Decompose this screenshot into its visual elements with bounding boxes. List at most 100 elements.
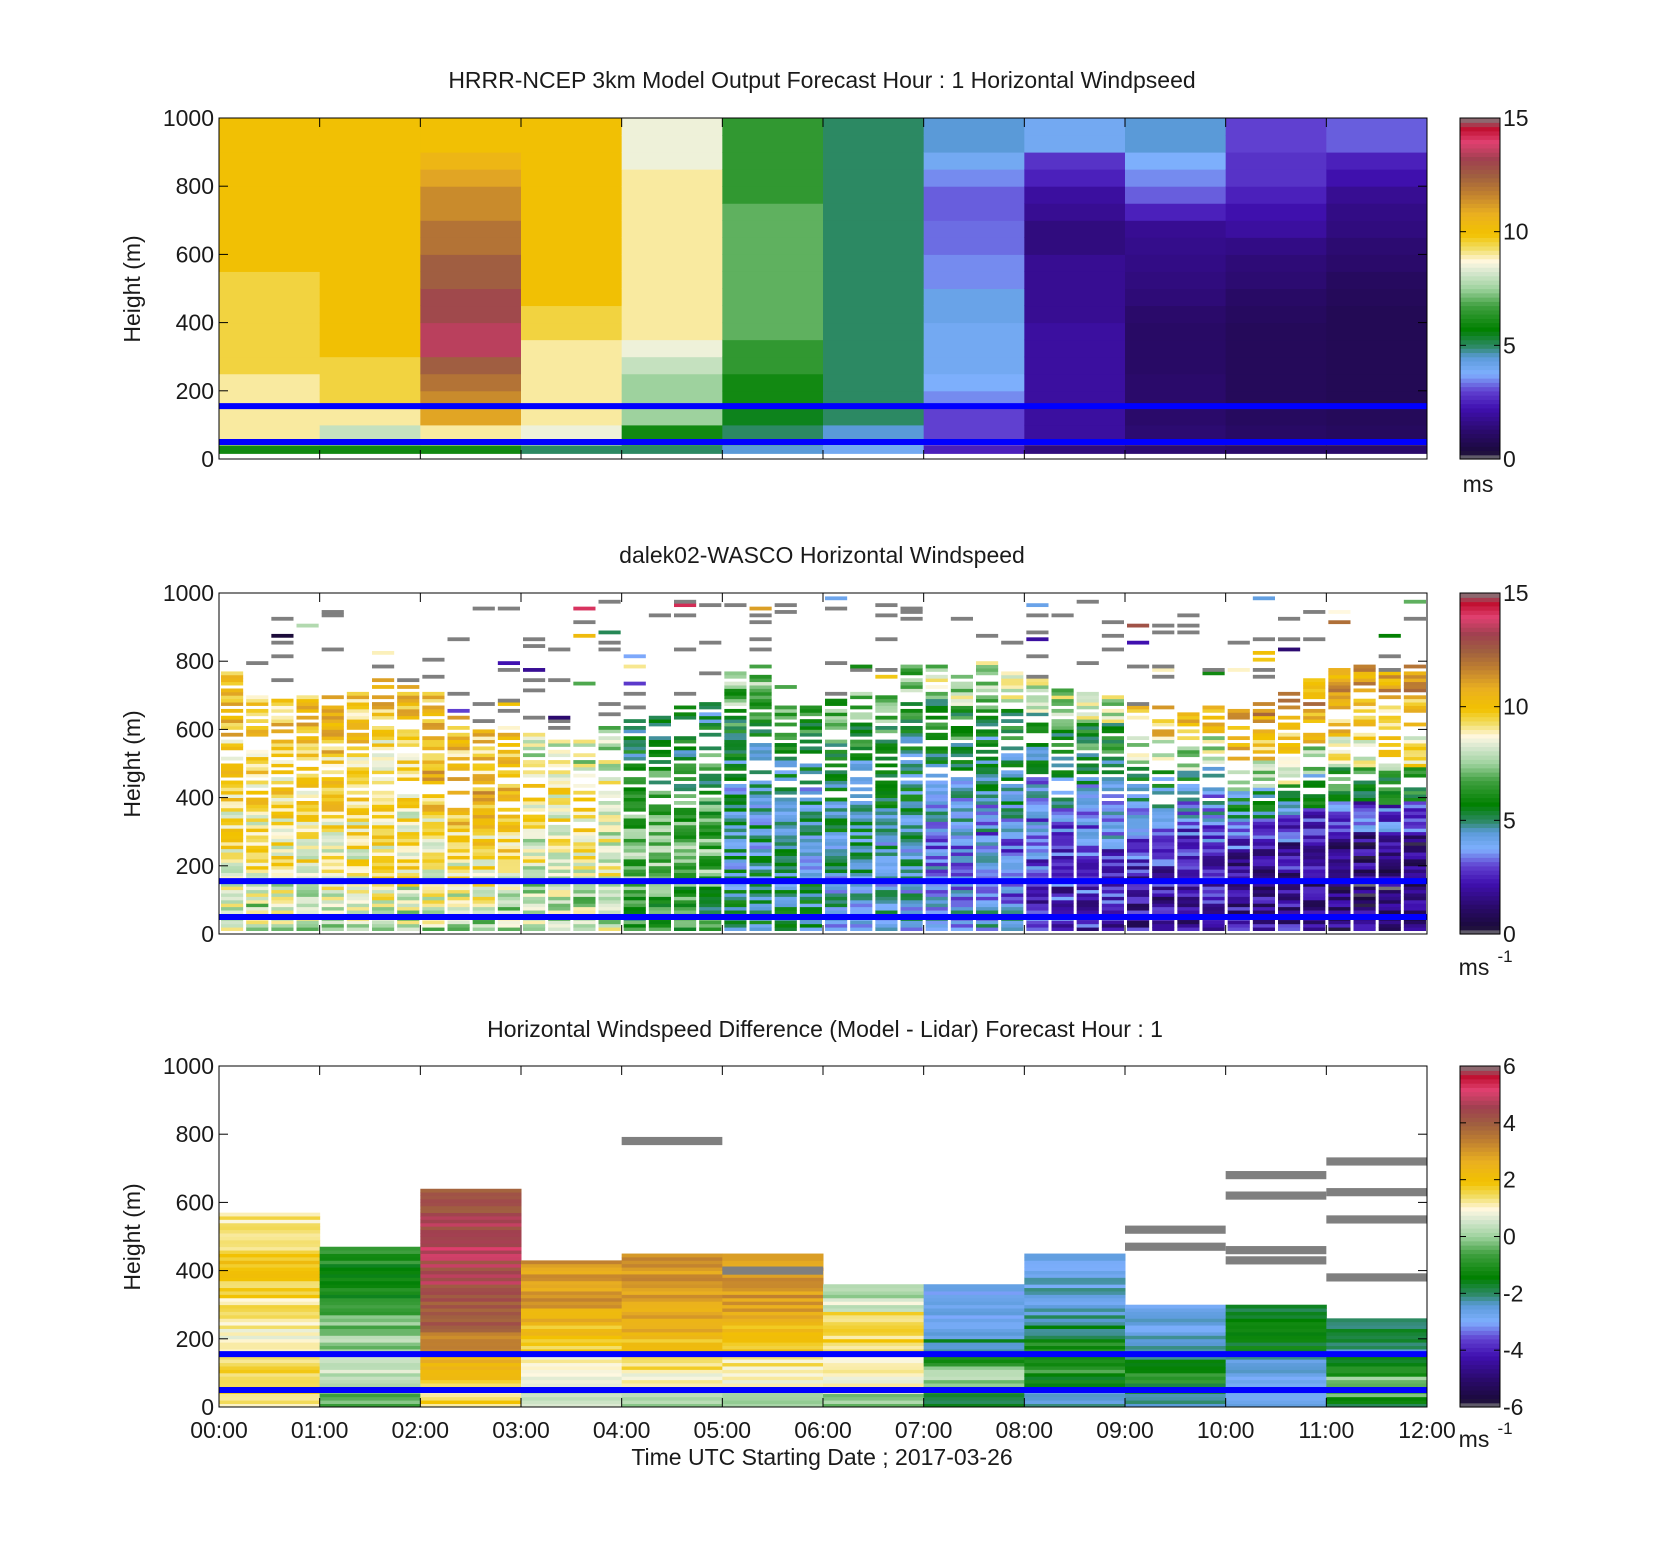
heatmap-cell — [319, 305, 421, 324]
heatmap-cell — [1252, 910, 1275, 914]
heatmap-cell — [219, 1379, 321, 1384]
heatmap-cell — [372, 729, 395, 734]
heatmap-cell — [749, 862, 772, 867]
heatmap-cell — [1076, 695, 1099, 700]
heatmap-cell — [422, 705, 445, 710]
colorbar-segment — [1460, 1104, 1500, 1110]
heatmap-cell — [219, 1250, 321, 1254]
heatmap-cell — [825, 712, 848, 717]
heatmap-cell — [447, 824, 470, 829]
heatmap-cell — [1303, 637, 1326, 642]
heatmap-cell — [420, 1260, 522, 1265]
heatmap-cell — [724, 790, 747, 795]
heatmap-cell — [950, 794, 973, 798]
heatmap-cell — [674, 910, 697, 914]
heatmap-cell — [472, 739, 495, 744]
heatmap-cell — [1024, 322, 1126, 341]
heatmap-cell — [823, 1345, 925, 1350]
heatmap-cell — [950, 616, 973, 621]
heatmap-cell — [548, 811, 571, 816]
heatmap-cell — [1051, 838, 1074, 843]
heatmap-cell — [1026, 712, 1049, 717]
heatmap-cell — [850, 818, 873, 822]
colorbar-segment — [1460, 1215, 1500, 1221]
heatmap-cell — [1326, 407, 1428, 426]
heatmap-cell — [722, 1321, 824, 1326]
heatmap-cell — [420, 118, 522, 136]
heatmap-cell — [1026, 845, 1049, 850]
heatmap-cell — [1252, 865, 1275, 870]
heatmap-cell — [1024, 1321, 1126, 1326]
heatmap-cell — [850, 882, 873, 887]
heatmap-cell — [1177, 886, 1200, 891]
heatmap-cell — [420, 1321, 522, 1326]
panel-diff-title: Horizontal Windspeed Difference (Model -… — [487, 1016, 1163, 1042]
heatmap-cell — [774, 715, 797, 720]
heatmap-cell — [1177, 923, 1200, 928]
heatmap-cell — [1125, 118, 1227, 136]
heatmap-cell — [875, 787, 898, 792]
colorbar-segment — [1460, 1172, 1500, 1178]
heatmap-cell — [497, 872, 520, 877]
heatmap-cell — [1353, 811, 1376, 816]
heatmap-cell — [1378, 766, 1401, 771]
heatmap-cell — [219, 1393, 321, 1398]
heatmap-cell — [1252, 927, 1275, 931]
heatmap-cell — [950, 787, 973, 792]
heatmap-cell — [523, 828, 546, 833]
heatmap-cell — [1101, 712, 1124, 717]
heatmap-cell — [1353, 872, 1376, 877]
heatmap-cell — [850, 886, 873, 891]
heatmap-cell — [1227, 801, 1250, 805]
heatmap-cell — [1353, 858, 1376, 863]
heatmap-cell — [1378, 753, 1401, 758]
heatmap-cell — [1202, 920, 1225, 925]
heatmap-cell — [722, 1260, 824, 1265]
heatmap-cell — [219, 1308, 321, 1312]
colorbar-segment — [1460, 433, 1500, 439]
heatmap-cell — [1328, 876, 1351, 880]
heatmap-cell — [420, 305, 522, 324]
heatmap-cell — [976, 882, 999, 887]
heatmap-cell — [674, 855, 697, 860]
heatmap-cell — [1378, 708, 1401, 713]
heatmap-cell — [1227, 835, 1250, 839]
heatmap-cell — [472, 865, 495, 870]
heatmap-cell — [346, 865, 369, 870]
heatmap-cell — [1076, 807, 1099, 812]
heatmap-cell — [1353, 838, 1376, 843]
heatmap-cell — [1101, 811, 1124, 816]
heatmap-cell — [623, 804, 646, 809]
heatmap-cell — [319, 1294, 421, 1299]
heatmap-cell — [1328, 794, 1351, 798]
heatmap-cell — [825, 708, 848, 713]
heatmap-cell — [447, 777, 470, 781]
heatmap-cell — [1303, 886, 1326, 891]
heatmap-cell — [296, 736, 319, 741]
heatmap-cell — [319, 152, 421, 170]
heatmap-cell — [623, 739, 646, 744]
heatmap-cell — [823, 1304, 925, 1309]
heatmap-cell — [548, 869, 571, 874]
heatmap-cell — [1328, 858, 1351, 863]
heatmap-cell — [799, 811, 822, 816]
heatmap-cell — [1202, 725, 1225, 730]
colorbar-segment — [1460, 1227, 1500, 1233]
heatmap-cell — [1353, 736, 1376, 741]
heatmap-cell — [774, 712, 797, 717]
heatmap-cell — [372, 889, 395, 894]
heatmap-cell — [950, 712, 973, 717]
heatmap-cell — [1303, 893, 1326, 897]
heatmap-cell — [823, 1311, 925, 1316]
heatmap-cell — [598, 828, 621, 833]
heatmap-cell — [372, 804, 395, 809]
heatmap-cell — [422, 657, 445, 662]
heatmap-cell — [923, 1284, 1025, 1289]
colorbar-segment — [1460, 1296, 1500, 1302]
heatmap-cell — [674, 783, 697, 788]
heatmap-cell — [521, 1263, 623, 1268]
heatmap-cell — [372, 756, 395, 761]
heatmap-cell — [497, 923, 520, 928]
heatmap-cell — [1378, 681, 1401, 686]
heatmap-cell — [774, 896, 797, 901]
